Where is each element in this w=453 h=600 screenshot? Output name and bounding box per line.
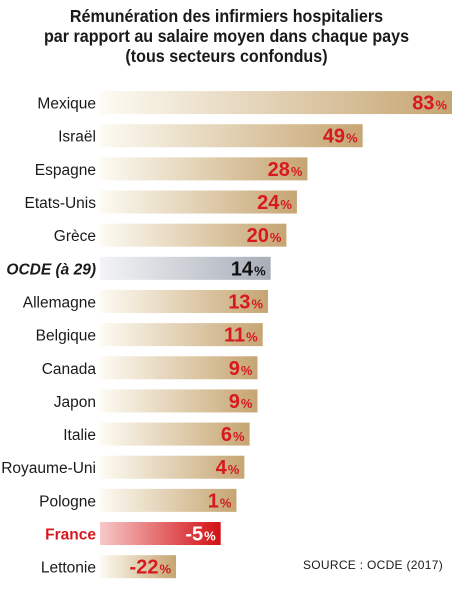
bar-israel <box>100 124 363 148</box>
value-label-royaume-uni: 4% <box>216 457 240 479</box>
category-label-israel: Israël <box>58 129 96 146</box>
category-label-pologne: Pologne <box>39 493 96 510</box>
bar-etats-unis <box>100 190 297 214</box>
bars-layer: Mexique 83% Israël 49% Espagne 28% Etats-Unis 2… <box>1 91 452 579</box>
category-label-allemagne: Allemagne <box>23 294 96 311</box>
value-label-pologne: 1% <box>208 490 232 512</box>
value-label-grece: 20% <box>247 225 282 247</box>
chart-title-line-3: (tous secteurs confondus) <box>125 46 328 66</box>
chart-title-line-2: par rapport au salaire moyen dans chaque… <box>43 26 410 46</box>
value-label-italie: 6% <box>221 424 245 446</box>
category-label-france: France <box>45 527 96 544</box>
value-label-belgique: 11% <box>224 325 258 347</box>
bar-mexique <box>100 91 452 115</box>
bar-royaume-uni <box>100 455 245 479</box>
bar-japon <box>100 389 258 413</box>
category-label-ocde-a-29: OCDE (à 29) <box>6 261 96 278</box>
category-label-canada: Canada <box>42 361 97 378</box>
value-label-canada: 9% <box>229 358 253 380</box>
category-label-espagne: Espagne <box>35 162 96 179</box>
value-label-ocde-a-29: 14% <box>231 258 266 280</box>
category-label-royaume-uni: Royaume-Uni <box>1 460 96 477</box>
value-label-france: -5% <box>185 524 216 546</box>
bar-grece <box>100 223 287 247</box>
category-label-lettonie: Lettonie <box>41 560 96 577</box>
value-label-allemagne: 13% <box>228 291 263 313</box>
source-note: SOURCE : OCDE (2017) <box>302 558 443 572</box>
chart-title-line-1: Rémunération des infirmiers hospitaliers <box>69 6 384 26</box>
bar-lettonie <box>100 555 176 579</box>
value-label-etats-unis: 24% <box>257 192 292 214</box>
category-label-italie: Italie <box>63 427 96 444</box>
chart-title: Rémunération des infirmiers hospitaliers… <box>18 6 435 66</box>
bar-italie <box>100 422 250 446</box>
bar-france <box>100 522 221 546</box>
category-label-grece: Grèce <box>54 228 96 245</box>
bar-pologne <box>100 488 237 512</box>
bar-ocde-a-29 <box>100 256 271 280</box>
bar-belgique <box>100 323 263 347</box>
bar-canada <box>100 356 258 380</box>
value-label-israel: 49% <box>323 126 358 148</box>
bar-allemagne <box>100 289 268 313</box>
category-label-etats-unis: Etats-Unis <box>25 195 97 212</box>
value-label-espagne: 28% <box>268 159 303 181</box>
category-label-mexique: Mexique <box>37 96 96 113</box>
value-label-lettonie: -22% <box>130 557 172 579</box>
category-label-japon: Japon <box>54 394 96 411</box>
category-label-belgique: Belgique <box>36 328 96 345</box>
bar-espagne <box>100 157 308 181</box>
value-label-japon: 9% <box>229 391 253 413</box>
value-label-mexique: 83% <box>412 93 447 115</box>
